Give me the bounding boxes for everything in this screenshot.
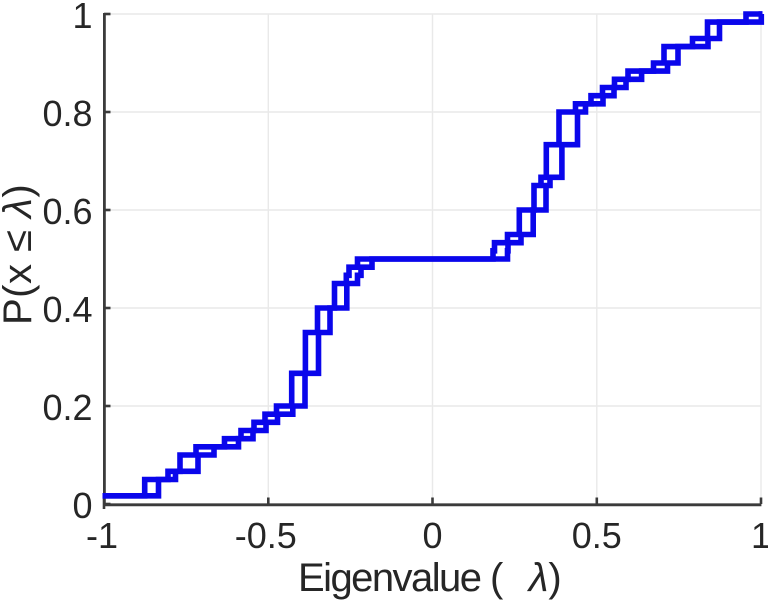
svg-text:0.8: 0.8 [42,93,92,134]
svg-text:-1: -1 [86,515,118,556]
svg-text:λ): λ) [527,556,562,600]
svg-text:-0.5: -0.5 [235,515,297,556]
svg-text:0.6: 0.6 [42,191,92,232]
svg-text:0.2: 0.2 [42,387,92,428]
svg-text:Eigenvalue (: Eigenvalue ( [298,556,504,600]
svg-text:P(x ≤ λ): P(x ≤ λ) [0,184,40,325]
svg-text:0.4: 0.4 [42,289,92,330]
svg-text:0: 0 [72,485,92,526]
svg-text:0: 0 [422,515,442,556]
svg-text:1: 1 [751,515,768,556]
svg-text:0.5: 0.5 [572,515,622,556]
svg-text:1: 1 [72,0,92,36]
